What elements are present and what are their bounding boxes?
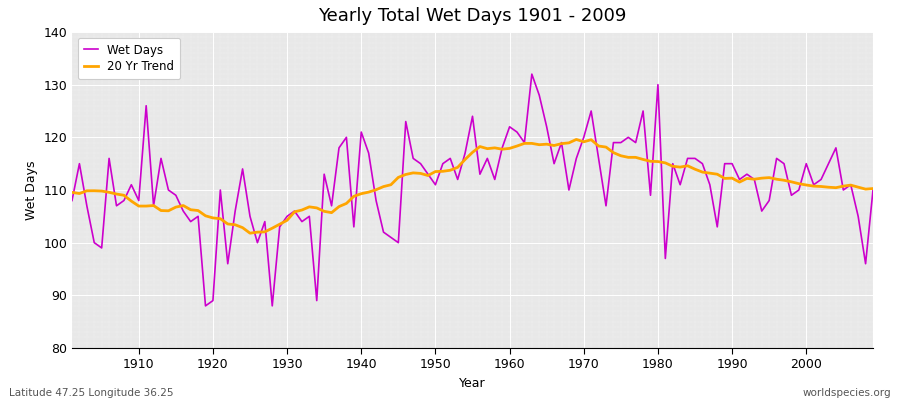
- Wet Days: [341, 135, 352, 140]
- Wet Days: [126, 182, 137, 187]
- Wet Days: [504, 124, 515, 129]
- Wet Days: [526, 72, 537, 76]
- Legend: Wet Days, 20 Yr Trend: Wet Days, 20 Yr Trend: [78, 38, 180, 79]
- 20 Yr Trend: [868, 186, 878, 191]
- Text: Latitude 47.25 Longitude 36.25: Latitude 47.25 Longitude 36.25: [9, 388, 174, 398]
- 20 Yr Trend: [126, 199, 137, 204]
- Wet Days: [296, 219, 307, 224]
- Wet Days: [200, 304, 211, 308]
- 20 Yr Trend: [571, 137, 581, 142]
- Wet Days: [868, 188, 878, 192]
- 20 Yr Trend: [296, 208, 307, 212]
- 20 Yr Trend: [67, 190, 77, 195]
- Line: 20 Yr Trend: 20 Yr Trend: [72, 140, 873, 233]
- Wet Days: [67, 198, 77, 203]
- X-axis label: Year: Year: [459, 377, 486, 390]
- 20 Yr Trend: [245, 231, 256, 236]
- Y-axis label: Wet Days: Wet Days: [24, 160, 38, 220]
- Line: Wet Days: Wet Days: [72, 74, 873, 306]
- 20 Yr Trend: [341, 201, 352, 206]
- Wet Days: [608, 140, 619, 145]
- 20 Yr Trend: [511, 144, 522, 148]
- Wet Days: [511, 130, 522, 134]
- 20 Yr Trend: [608, 150, 619, 155]
- Text: worldspecies.org: worldspecies.org: [803, 388, 891, 398]
- Title: Yearly Total Wet Days 1901 - 2009: Yearly Total Wet Days 1901 - 2009: [319, 7, 626, 25]
- 20 Yr Trend: [504, 146, 515, 151]
